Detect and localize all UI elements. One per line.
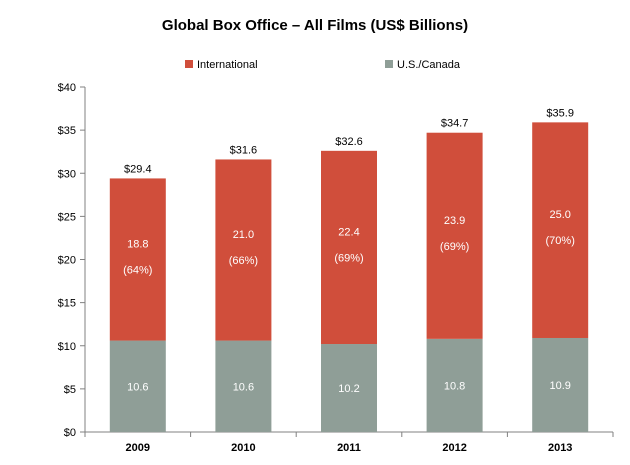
data-label-us-canada: 10.9	[549, 380, 570, 392]
total-label: $32.6	[335, 136, 363, 148]
share-label-international: (70%)	[546, 235, 575, 247]
data-label-us-canada: 10.8	[444, 380, 465, 392]
total-label: $31.6	[230, 144, 258, 156]
bar-international-2011	[321, 150, 377, 345]
x-tick-label: 2011	[337, 442, 361, 454]
data-label-international: 18.8	[127, 239, 148, 251]
legend-label: International	[197, 59, 258, 71]
y-tick-label: $20	[58, 255, 76, 267]
y-tick-label: $35	[58, 125, 76, 137]
legend-swatch	[385, 60, 393, 68]
data-label-us-canada: 10.6	[127, 381, 148, 393]
bar-us-canada-2011	[321, 344, 377, 432]
y-tick-label: $5	[64, 384, 76, 396]
bars: 10.6 18.8 (64%) $29.4 10.6 21.0 (66%) $31.6 10.2…	[109, 107, 589, 432]
bar-us-canada-2013	[532, 337, 589, 432]
y-tick-label: $30	[58, 168, 76, 180]
total-label: $34.7	[441, 118, 469, 130]
data-label-international: 22.4	[338, 226, 359, 238]
bar-us-canada-2009	[109, 340, 166, 432]
bar-international-2010	[215, 159, 272, 341]
x-axis: 2009 2010 2011 2012 2013	[84, 431, 614, 454]
total-label: $29.4	[124, 163, 152, 175]
y-tick-label: $0	[64, 427, 76, 439]
share-label-international: (69%)	[440, 241, 469, 253]
y-axis: $0 $5 $10 $15 $20 $25 $30 $35 $40	[58, 82, 86, 439]
data-label-international: 25.0	[549, 209, 570, 221]
share-label-international: (69%)	[334, 252, 363, 264]
share-label-international: (66%)	[229, 255, 258, 267]
data-label-international: 21.0	[233, 229, 254, 241]
bar-us-canada-2010	[215, 340, 272, 432]
y-tick-label: $25	[58, 211, 76, 223]
data-label-international: 23.9	[444, 215, 465, 227]
y-tick-label: $15	[58, 298, 76, 310]
legend-label: U.S./Canada	[397, 59, 461, 71]
data-label-us-canada: 10.2	[338, 383, 359, 395]
data-label-us-canada: 10.6	[233, 381, 254, 393]
share-label-international: (64%)	[123, 265, 152, 277]
x-tick-label: 2013	[548, 442, 572, 454]
chart-title: Global Box Office – All Films (US$ Billi…	[162, 17, 468, 34]
x-tick-label: 2012	[442, 442, 466, 454]
legend: International U.S./Canada	[185, 59, 461, 71]
total-label: $35.9	[546, 107, 574, 119]
bar-international-2013	[532, 122, 589, 338]
bar-international-2009	[109, 178, 166, 341]
bar-international-2012	[426, 132, 483, 339]
bar-us-canada-2012	[426, 338, 483, 432]
y-tick-label: $40	[58, 82, 76, 94]
x-tick-label: 2010	[231, 442, 255, 454]
y-tick-label: $10	[58, 341, 76, 353]
x-tick-label: 2009	[126, 442, 150, 454]
legend-swatch	[185, 60, 193, 68]
